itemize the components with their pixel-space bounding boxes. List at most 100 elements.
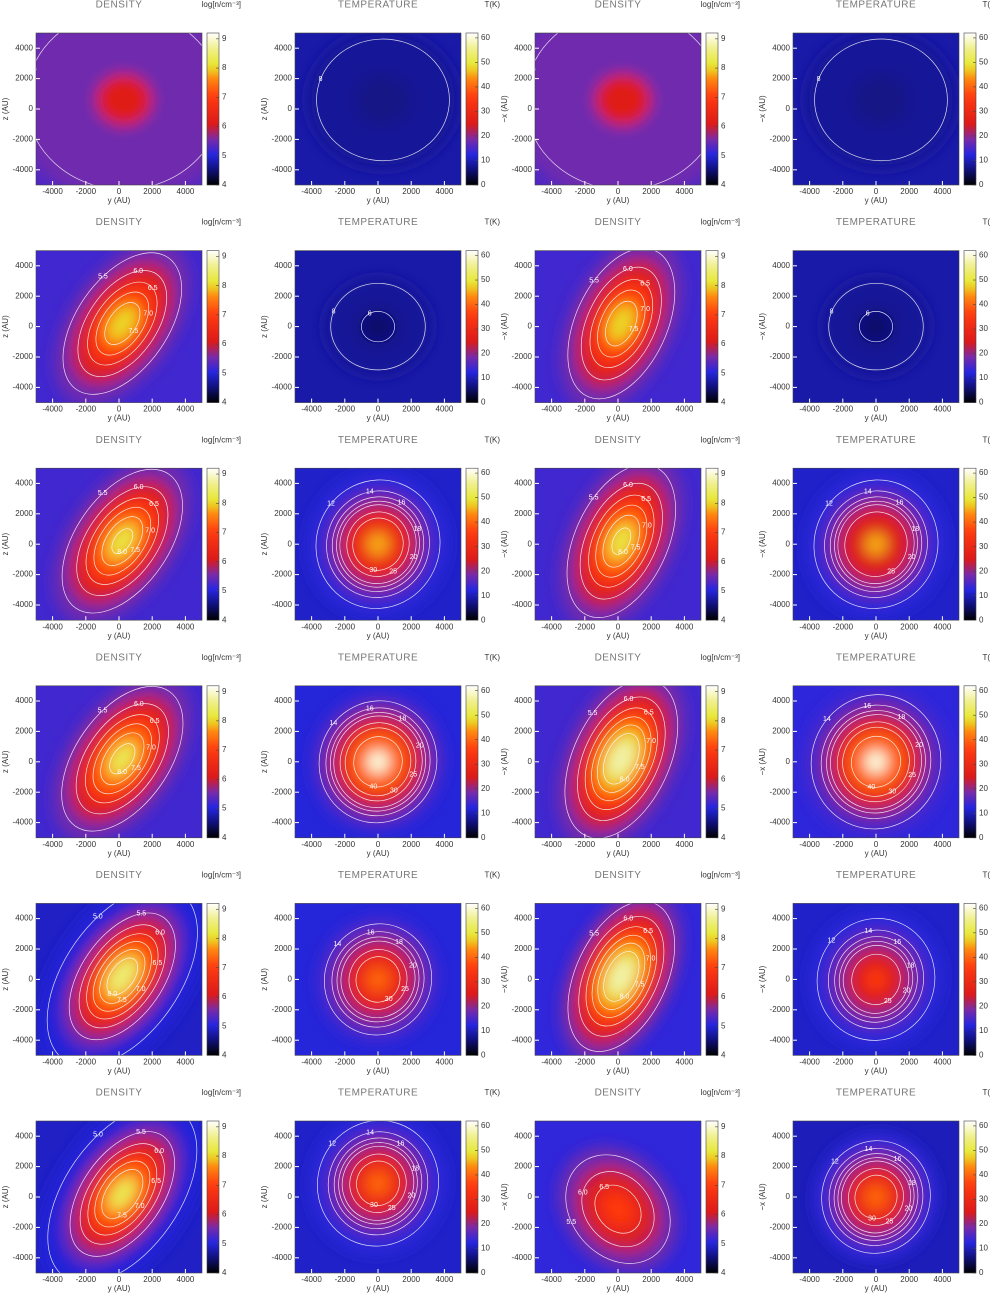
peak — [354, 74, 412, 126]
contour-label: 5.5 — [526, 66, 536, 73]
colorbar-tick-label: 30 — [481, 542, 490, 551]
y-tick-label: -4000 — [272, 1253, 293, 1262]
colorbar-label: T(K) — [982, 871, 990, 880]
contour — [336, 936, 420, 1023]
y-tick-label: -2000 — [272, 135, 293, 144]
y-tick-label: 2000 — [514, 74, 532, 83]
x-tick-label: -2000 — [575, 622, 596, 631]
colorbar-tick-label: 6 — [721, 339, 726, 348]
contour — [578, 916, 665, 1037]
peak — [864, 967, 888, 992]
contour-label: 8.0 — [618, 549, 628, 556]
colorbar-tick-label: 7 — [222, 528, 227, 537]
x-tick-label: 0 — [376, 1058, 381, 1067]
colorbar-tick-label: 50 — [979, 58, 988, 67]
contour — [352, 517, 404, 571]
y-tick-label: 4000 — [514, 1131, 532, 1140]
y-axis-label: −x (AU) — [758, 748, 767, 776]
y-tick-label: -4000 — [272, 600, 293, 609]
y-axis-label: −x (AU) — [500, 95, 509, 123]
colorbar-label: log[n/cm⁻³] — [202, 1088, 241, 1097]
colorbar-tick-label: 8 — [222, 1151, 227, 1160]
y-tick-label: 0 — [288, 1192, 293, 1201]
field — [52, 685, 193, 838]
contour — [597, 942, 646, 1010]
colorbar-tick-label: 9 — [222, 904, 227, 913]
contour — [344, 727, 412, 797]
contour — [101, 1169, 144, 1219]
colorbar-tick-label: 10 — [481, 156, 490, 165]
panel-title: DENSITY — [96, 870, 143, 881]
contour-label: 12 — [828, 938, 836, 945]
contour — [605, 300, 638, 347]
heatmap: 5.5 — [526, 33, 701, 185]
contour — [348, 949, 408, 1010]
y-axis-label: −x (AU) — [758, 95, 767, 123]
colorbar — [206, 685, 220, 839]
contour — [816, 918, 936, 1041]
x-tick-label: -4000 — [541, 1058, 562, 1067]
colorbar-label: T(K) — [982, 653, 990, 662]
contour-label: 18 — [897, 714, 905, 721]
contour — [340, 940, 416, 1019]
contour — [821, 1140, 931, 1254]
colorbar-tick-label: 0 — [481, 833, 486, 842]
contour-label: 20 — [908, 554, 916, 561]
y-axis-label: z (AU) — [1, 1185, 10, 1208]
x-tick-label: -2000 — [335, 405, 356, 414]
field — [36, 33, 202, 185]
field — [558, 468, 684, 621]
contour — [824, 490, 928, 598]
y-tick-label: 2000 — [772, 727, 790, 736]
colorbar-tick-label: 10 — [979, 1026, 988, 1035]
contour — [331, 931, 425, 1028]
colorbar-tick-label: 6 — [721, 992, 726, 1001]
y-tick-label: 4000 — [274, 1131, 292, 1140]
colorbar-tick-label: 8 — [721, 63, 726, 72]
y-tick-label: -4000 — [13, 1035, 34, 1044]
contour — [842, 726, 910, 797]
colorbar-tick-label: 30 — [979, 759, 988, 768]
x-tick-label: 0 — [874, 187, 879, 196]
x-tick-label: 2000 — [143, 405, 161, 414]
contour-label: 7.5 — [635, 982, 645, 989]
colorbar-tick-label: 8 — [222, 934, 227, 943]
contour — [591, 716, 652, 802]
x-tick-label: 4000 — [177, 1058, 195, 1067]
contour — [92, 941, 152, 1012]
y-tick-label: -2000 — [13, 1005, 34, 1014]
heatmap: 5.0 5.5 6.0 6.5 7.0 7.58.0 — [36, 903, 202, 1056]
contour — [603, 733, 640, 785]
contour — [826, 710, 926, 814]
heatmap: 5.5 6.0 6.5 7.0 7.58.0 — [535, 468, 701, 621]
heatmap: 5.0 5.5 6.0 6.5 7.0 7.5 — [36, 1121, 202, 1273]
peak — [608, 958, 634, 995]
y-tick-label: 2000 — [772, 509, 790, 518]
contour — [841, 1160, 911, 1234]
contour — [842, 945, 910, 1014]
contour — [591, 934, 651, 1018]
panel-title: TEMPERATURE — [338, 652, 418, 663]
x-tick-label: 2000 — [900, 1275, 918, 1284]
x-tick-label: 2000 — [900, 622, 918, 631]
peak — [108, 306, 137, 341]
x-axis-label: y (AU) — [367, 1284, 390, 1293]
field — [36, 903, 202, 1056]
y-axis-label: −x (AU) — [500, 313, 509, 341]
colorbar-tick-label: 5 — [721, 1021, 726, 1030]
contour — [330, 282, 426, 371]
x-tick-label: -2000 — [575, 840, 596, 849]
colorbar-tick-label: 7 — [721, 310, 726, 319]
colorbar-tick-label: 20 — [481, 349, 490, 358]
contour — [361, 311, 395, 343]
panel-title: DENSITY — [595, 217, 642, 228]
field — [36, 1121, 202, 1273]
y-tick-label: 2000 — [514, 509, 532, 518]
peak — [363, 312, 393, 341]
x-tick-label: 4000 — [436, 1275, 454, 1284]
peak — [108, 1177, 137, 1211]
x-tick-label: 4000 — [436, 405, 454, 414]
contour-label: 25 — [389, 569, 397, 576]
